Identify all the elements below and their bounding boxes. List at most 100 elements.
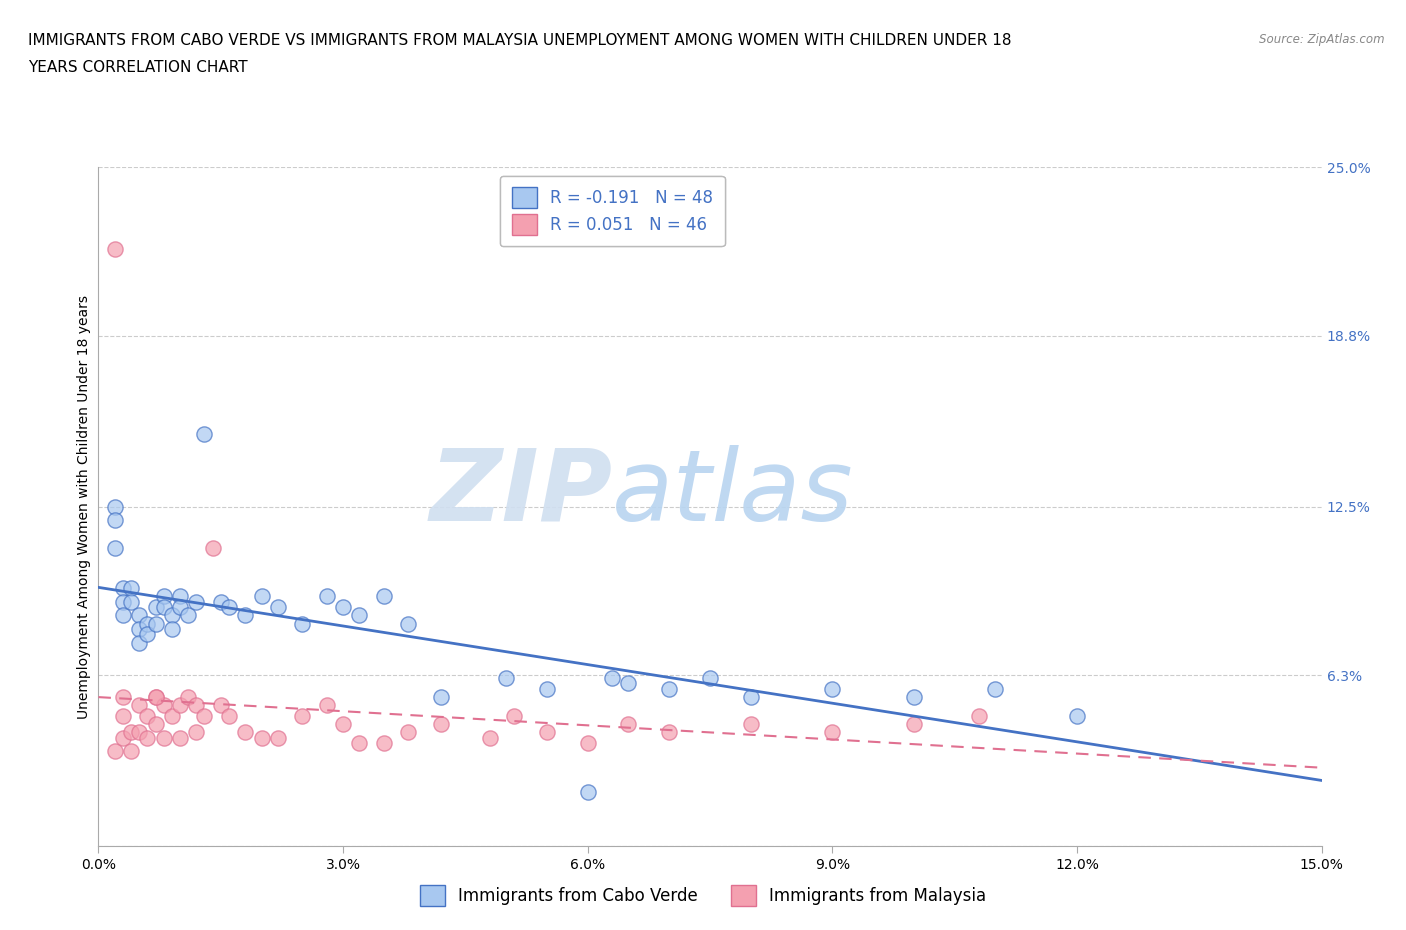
Point	[600, 671, 623, 685]
Point	[111, 689, 134, 704]
Point	[169, 698, 191, 712]
Point	[315, 589, 337, 604]
Point	[373, 589, 395, 604]
Point	[104, 513, 127, 528]
Point	[503, 709, 526, 724]
Point	[332, 717, 354, 732]
Text: YEARS CORRELATION CHART: YEARS CORRELATION CHART	[28, 60, 247, 75]
Y-axis label: Unemployment Among Women with Children Under 18 years: Unemployment Among Women with Children U…	[77, 295, 91, 719]
Point	[128, 635, 150, 650]
Point	[903, 717, 925, 732]
Point	[128, 621, 150, 636]
Point	[177, 608, 200, 623]
Point	[250, 730, 273, 745]
Point	[104, 540, 127, 555]
Point	[104, 744, 127, 759]
Point	[111, 709, 134, 724]
Point	[120, 594, 142, 609]
Legend: R = -0.191   N = 48, R = 0.051   N = 46: R = -0.191 N = 48, R = 0.051 N = 46	[501, 176, 724, 246]
Point	[104, 242, 127, 257]
Point	[193, 426, 215, 441]
Point	[201, 540, 224, 555]
Point	[332, 600, 354, 615]
Point	[128, 724, 150, 739]
Legend: Immigrants from Cabo Verde, Immigrants from Malaysia: Immigrants from Cabo Verde, Immigrants f…	[413, 879, 993, 912]
Point	[218, 709, 240, 724]
Point	[984, 682, 1007, 697]
Point	[111, 730, 134, 745]
Point	[617, 676, 640, 691]
Text: ZIP: ZIP	[429, 445, 612, 542]
Point	[160, 608, 183, 623]
Point	[136, 730, 159, 745]
Point	[145, 617, 167, 631]
Point	[145, 717, 167, 732]
Point	[1066, 709, 1088, 724]
Point	[177, 689, 200, 704]
Point	[267, 600, 290, 615]
Point	[967, 709, 990, 724]
Point	[111, 594, 134, 609]
Point	[576, 736, 599, 751]
Point	[145, 689, 167, 704]
Point	[396, 617, 419, 631]
Point	[111, 581, 134, 596]
Point	[186, 594, 208, 609]
Point	[169, 589, 191, 604]
Point	[209, 594, 232, 609]
Point	[349, 736, 371, 751]
Point	[821, 724, 844, 739]
Point	[218, 600, 240, 615]
Point	[145, 600, 167, 615]
Point	[658, 682, 681, 697]
Point	[160, 621, 183, 636]
Point	[536, 682, 558, 697]
Point	[536, 724, 558, 739]
Point	[903, 689, 925, 704]
Point	[291, 617, 314, 631]
Point	[315, 698, 337, 712]
Text: Source: ZipAtlas.com: Source: ZipAtlas.com	[1260, 33, 1385, 46]
Point	[478, 730, 501, 745]
Point	[396, 724, 419, 739]
Point	[169, 600, 191, 615]
Point	[160, 709, 183, 724]
Point	[267, 730, 290, 745]
Point	[430, 717, 453, 732]
Point	[120, 744, 142, 759]
Point	[169, 730, 191, 745]
Point	[120, 724, 142, 739]
Point	[740, 689, 762, 704]
Point	[186, 724, 208, 739]
Point	[193, 709, 215, 724]
Point	[699, 671, 721, 685]
Point	[209, 698, 232, 712]
Point	[233, 608, 256, 623]
Point	[128, 698, 150, 712]
Point	[658, 724, 681, 739]
Point	[430, 689, 453, 704]
Point	[291, 709, 314, 724]
Text: atlas: atlas	[612, 445, 853, 542]
Point	[152, 730, 174, 745]
Point	[373, 736, 395, 751]
Point	[617, 717, 640, 732]
Point	[128, 608, 150, 623]
Point	[821, 682, 844, 697]
Point	[495, 671, 517, 685]
Point	[250, 589, 273, 604]
Point	[152, 600, 174, 615]
Point	[145, 689, 167, 704]
Point	[186, 698, 208, 712]
Point	[152, 589, 174, 604]
Point	[136, 617, 159, 631]
Point	[740, 717, 762, 732]
Point	[120, 581, 142, 596]
Point	[233, 724, 256, 739]
Text: IMMIGRANTS FROM CABO VERDE VS IMMIGRANTS FROM MALAYSIA UNEMPLOYMENT AMONG WOMEN : IMMIGRANTS FROM CABO VERDE VS IMMIGRANTS…	[28, 33, 1012, 47]
Point	[104, 499, 127, 514]
Point	[111, 608, 134, 623]
Point	[152, 698, 174, 712]
Point	[136, 709, 159, 724]
Point	[349, 608, 371, 623]
